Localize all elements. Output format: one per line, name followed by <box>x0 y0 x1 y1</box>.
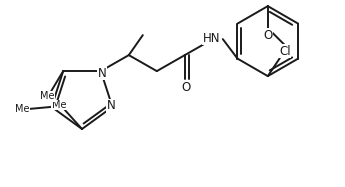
Text: N: N <box>97 67 106 80</box>
Text: O: O <box>263 29 273 42</box>
Text: Me: Me <box>40 91 55 101</box>
Text: Cl: Cl <box>279 45 290 58</box>
Text: Me: Me <box>52 100 66 110</box>
Text: N: N <box>107 99 116 112</box>
Text: Me: Me <box>15 104 30 114</box>
Text: O: O <box>181 81 190 94</box>
Text: HN: HN <box>203 32 220 45</box>
